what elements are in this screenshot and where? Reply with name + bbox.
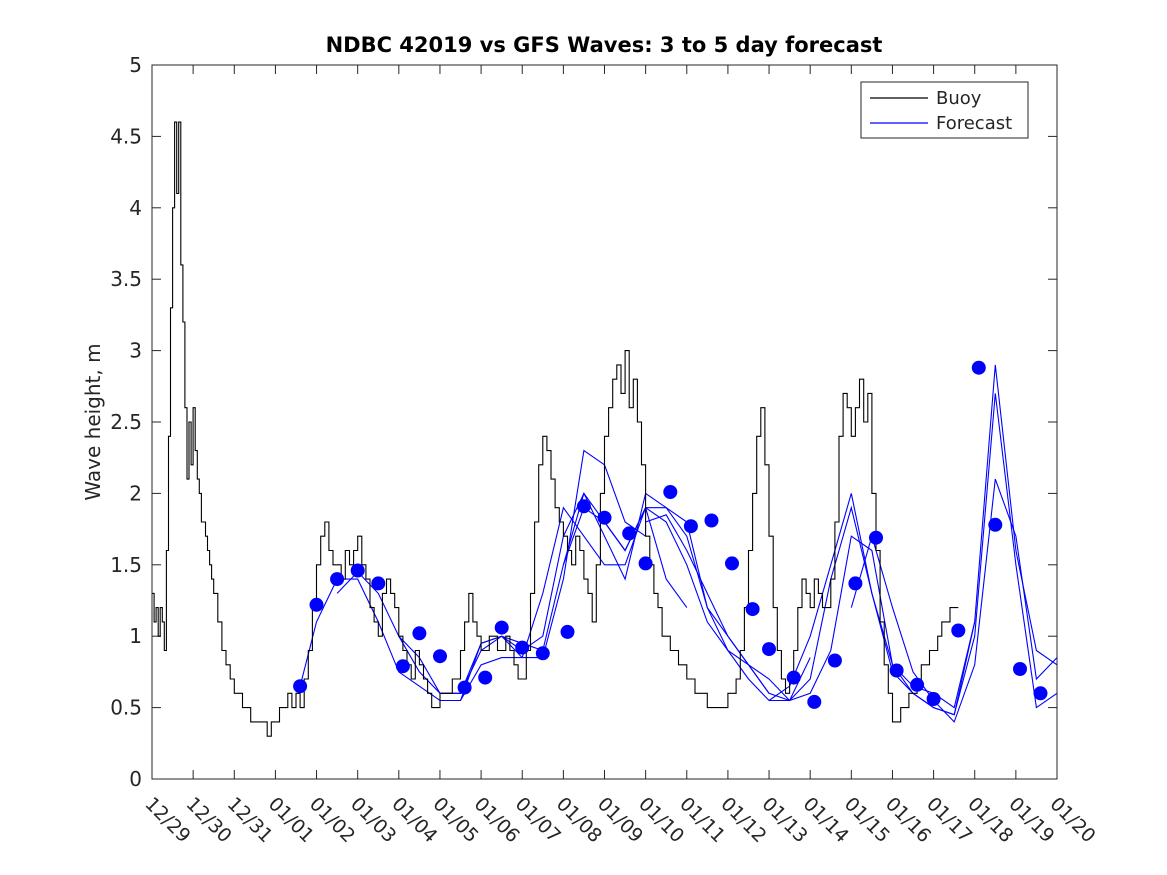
plot-area bbox=[151, 64, 1058, 780]
forecast-marker bbox=[433, 649, 447, 664]
forecast-marker bbox=[910, 677, 925, 692]
y-tick-label: 2 bbox=[129, 481, 142, 505]
forecast-marker bbox=[704, 513, 719, 528]
forecast-marker bbox=[535, 646, 550, 661]
forecast-marker bbox=[869, 530, 883, 545]
y-tick-label: 5 bbox=[129, 53, 142, 77]
forecast-marker bbox=[309, 597, 324, 612]
forecast-marker bbox=[683, 519, 698, 534]
forecast-marker bbox=[663, 485, 678, 499]
forecast-marker bbox=[1013, 662, 1027, 676]
y-axis: 0 0.5 1 1.5 2 2.5 3 3.5 4 4.5 5 bbox=[110, 53, 1057, 791]
forecast-marker bbox=[350, 563, 365, 578]
forecast-markers bbox=[293, 360, 1048, 709]
forecast-marker bbox=[988, 517, 1003, 532]
forecast-marker bbox=[926, 692, 941, 706]
forecast-marker bbox=[494, 620, 509, 635]
forecast-marker bbox=[807, 694, 822, 709]
forecast-marker bbox=[560, 624, 575, 639]
y-axis-label: Wave height, m bbox=[81, 343, 105, 500]
y-tick-label: 4.5 bbox=[110, 124, 142, 148]
forecast-marker bbox=[725, 556, 739, 571]
legend-buoy-label: Buoy bbox=[936, 88, 982, 109]
forecast-marker bbox=[576, 499, 591, 514]
forecast-marker bbox=[330, 572, 345, 587]
forecast-line bbox=[892, 393, 1058, 716]
forecast-marker bbox=[478, 670, 493, 685]
forecast-marker bbox=[745, 602, 760, 617]
forecast-marker bbox=[597, 510, 612, 525]
y-tick-label: 4 bbox=[129, 196, 142, 220]
forecast-marker bbox=[395, 659, 410, 674]
legend-forecast-label: Forecast bbox=[936, 113, 1012, 134]
forecast-line bbox=[850, 478, 1058, 723]
forecast-marker bbox=[889, 663, 904, 678]
forecast-marker bbox=[412, 626, 427, 641]
forecast-marker bbox=[1033, 686, 1048, 701]
forecast-marker bbox=[622, 526, 637, 541]
forecast-marker bbox=[371, 576, 386, 591]
y-tick-label: 0.5 bbox=[110, 696, 142, 720]
y-tick-label: 3 bbox=[129, 339, 142, 363]
forecast-line bbox=[562, 505, 894, 702]
legend: Buoy Forecast bbox=[860, 81, 1029, 139]
y-tick-label: 0 bbox=[129, 767, 142, 791]
forecast-marker bbox=[786, 670, 801, 685]
y-tick-label: 1 bbox=[129, 624, 142, 648]
legend-box bbox=[860, 81, 1029, 139]
forecast-marker bbox=[638, 556, 653, 571]
forecast-marker bbox=[951, 623, 966, 638]
forecast-marker bbox=[515, 640, 530, 655]
chart-title: NDBC 42019 vs GFS Waves: 3 to 5 day fore… bbox=[326, 33, 883, 57]
y-tick-label: 2.5 bbox=[110, 410, 142, 434]
buoy-line bbox=[152, 121, 959, 737]
forecast-marker bbox=[762, 642, 776, 657]
y-tick-label: 1.5 bbox=[110, 553, 142, 577]
y-tick-label: 3.5 bbox=[110, 267, 142, 291]
forecast-marker bbox=[848, 576, 863, 591]
forecast-marker bbox=[457, 680, 472, 695]
forecast-marker bbox=[971, 360, 986, 375]
forecast-marker bbox=[827, 653, 842, 668]
forecast-marker bbox=[293, 679, 308, 694]
